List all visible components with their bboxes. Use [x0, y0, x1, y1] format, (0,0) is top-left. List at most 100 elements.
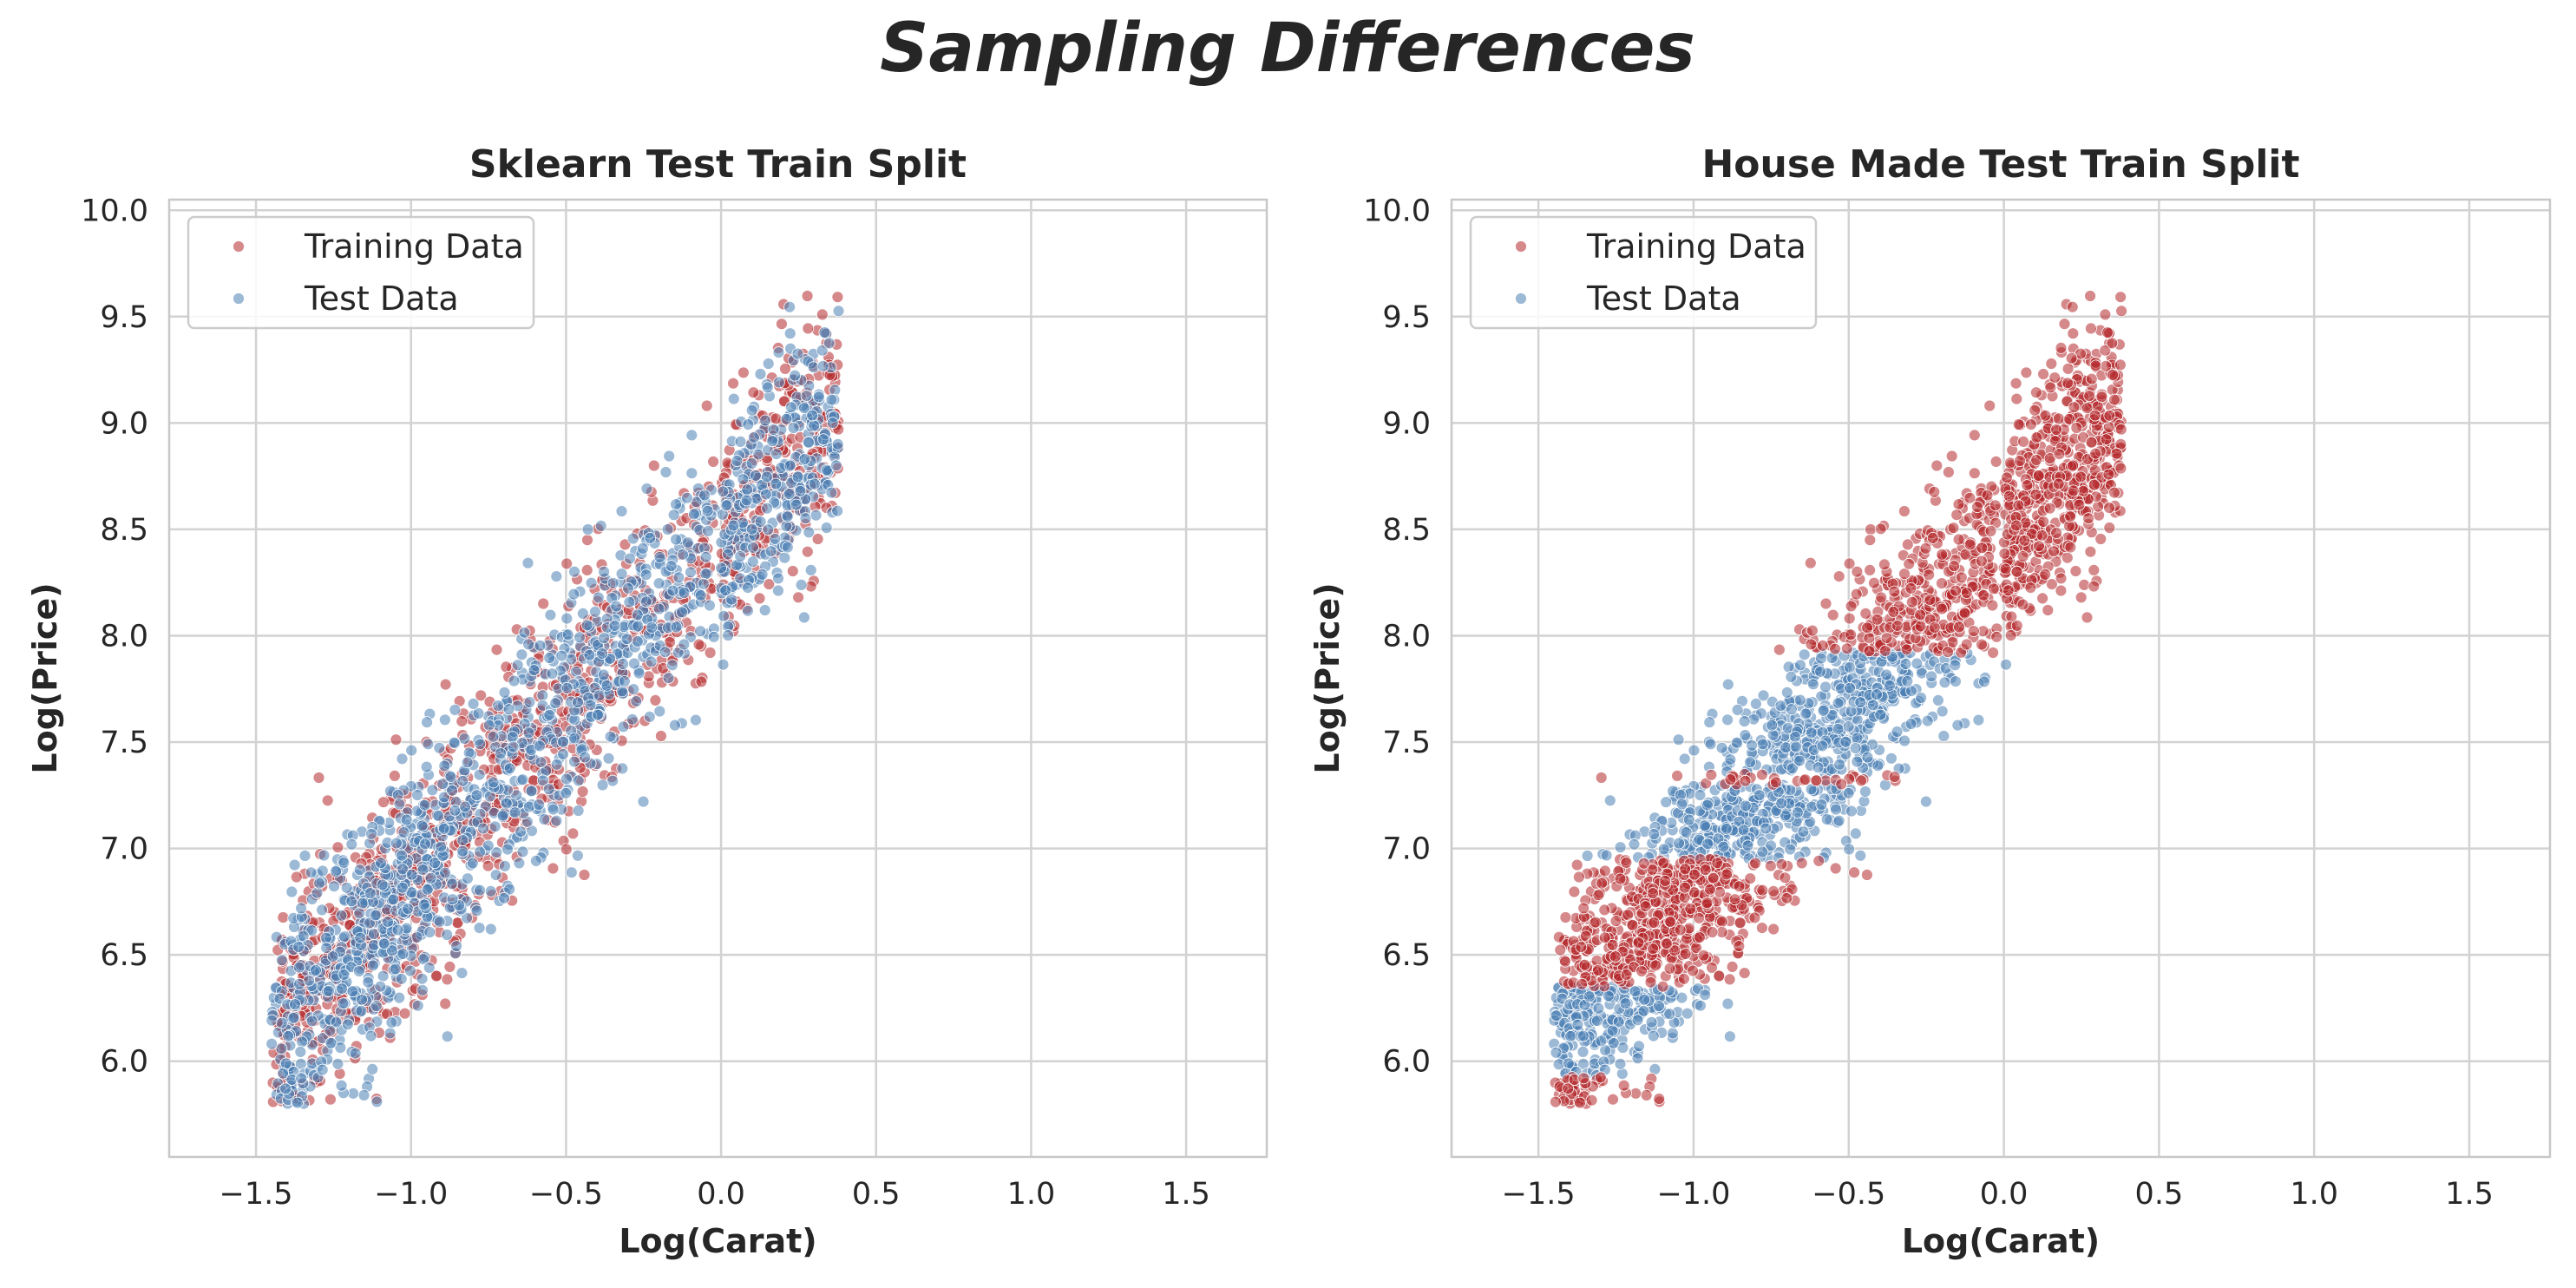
test-point — [1782, 660, 1795, 674]
test-point — [534, 739, 546, 752]
test-point — [335, 1079, 348, 1092]
test-point — [277, 1067, 290, 1080]
test-point — [669, 719, 681, 732]
test-point — [438, 791, 450, 804]
training-point — [1687, 964, 1699, 977]
test-point — [1581, 850, 1594, 862]
test-point — [459, 800, 471, 813]
test-point — [1797, 825, 1810, 838]
test-point — [364, 1029, 377, 1042]
test-point — [1672, 733, 1685, 746]
test-point — [549, 697, 562, 710]
training-point — [1848, 866, 1861, 879]
training-point — [2110, 447, 2123, 460]
test-point — [698, 577, 710, 590]
test-point — [637, 795, 650, 808]
test-point — [1717, 840, 1730, 853]
test-point — [1904, 718, 1917, 730]
test-point — [1744, 756, 1756, 769]
test-point — [717, 485, 730, 498]
test-point — [1746, 739, 1758, 752]
test-point — [1814, 652, 1827, 665]
legend-box — [187, 215, 535, 330]
training-point — [377, 796, 390, 809]
training-point — [2092, 500, 2105, 513]
test-point — [769, 533, 782, 545]
training-point — [2030, 431, 2043, 444]
training-point — [2084, 290, 2097, 302]
test-point — [1949, 659, 1962, 672]
x-tick-label: 0.0 — [697, 1177, 745, 1212]
test-point — [293, 977, 306, 990]
test-point — [396, 881, 409, 894]
test-point — [1673, 837, 1685, 850]
test-point — [1775, 797, 1788, 810]
test-point — [411, 999, 424, 1012]
test-point — [383, 1027, 397, 1040]
test-point — [1911, 657, 1924, 670]
test-point — [270, 930, 283, 943]
test-point — [370, 1000, 383, 1012]
test-point — [1631, 1052, 1644, 1065]
training-point — [2029, 386, 2042, 399]
test-point — [646, 621, 659, 634]
training-point — [655, 730, 667, 742]
test-point — [1600, 849, 1613, 862]
scatter-points — [265, 290, 845, 1110]
test-point — [560, 612, 574, 625]
training-point — [2114, 358, 2127, 371]
training-point — [2016, 550, 2029, 562]
test-point — [678, 638, 691, 651]
test-point — [489, 869, 502, 881]
test-point — [396, 752, 409, 766]
test-point — [572, 696, 584, 709]
test-point — [565, 866, 578, 879]
test-point — [1760, 822, 1773, 835]
test-point — [1812, 761, 1825, 774]
test-point — [1633, 1040, 1645, 1053]
test-point — [1694, 789, 1707, 801]
test-point — [767, 424, 780, 436]
test-point — [1756, 845, 1769, 858]
test-point — [503, 883, 516, 896]
x-axis-label: Log(Carat) — [619, 1222, 816, 1260]
test-point — [499, 860, 511, 872]
test-point — [1898, 734, 1911, 747]
test-point — [366, 1063, 379, 1075]
test-point — [690, 713, 702, 726]
training-point — [439, 997, 452, 1010]
test-point — [390, 837, 403, 850]
test-point — [1780, 686, 1793, 699]
test-point — [547, 803, 560, 816]
test-point — [677, 548, 689, 561]
y-axis-label: Log(Price) — [26, 582, 64, 773]
training-point — [1728, 893, 1741, 906]
test-point — [727, 392, 740, 405]
test-point — [666, 584, 679, 597]
training-point — [1950, 509, 1963, 522]
test-point — [364, 887, 377, 899]
test-point — [386, 944, 398, 957]
test-point — [416, 972, 429, 985]
test-point — [446, 784, 458, 797]
test-point — [626, 713, 639, 726]
test-point — [783, 327, 796, 340]
training-point — [547, 862, 560, 875]
training-point — [1878, 558, 1891, 571]
test-point — [567, 588, 580, 601]
test-point — [1731, 704, 1744, 716]
training-point — [786, 565, 799, 577]
test-point — [1576, 1029, 1590, 1042]
training-point — [1592, 889, 1605, 902]
test-point — [667, 509, 680, 522]
test-point — [1721, 713, 1734, 726]
test-point — [523, 696, 536, 708]
training-point — [2115, 305, 2128, 318]
test-point — [441, 929, 454, 941]
test-point — [652, 577, 665, 589]
test-point — [1921, 714, 1934, 727]
test-point — [661, 523, 674, 536]
test-point — [484, 923, 497, 936]
training-point — [707, 456, 719, 468]
test-point — [403, 964, 416, 977]
